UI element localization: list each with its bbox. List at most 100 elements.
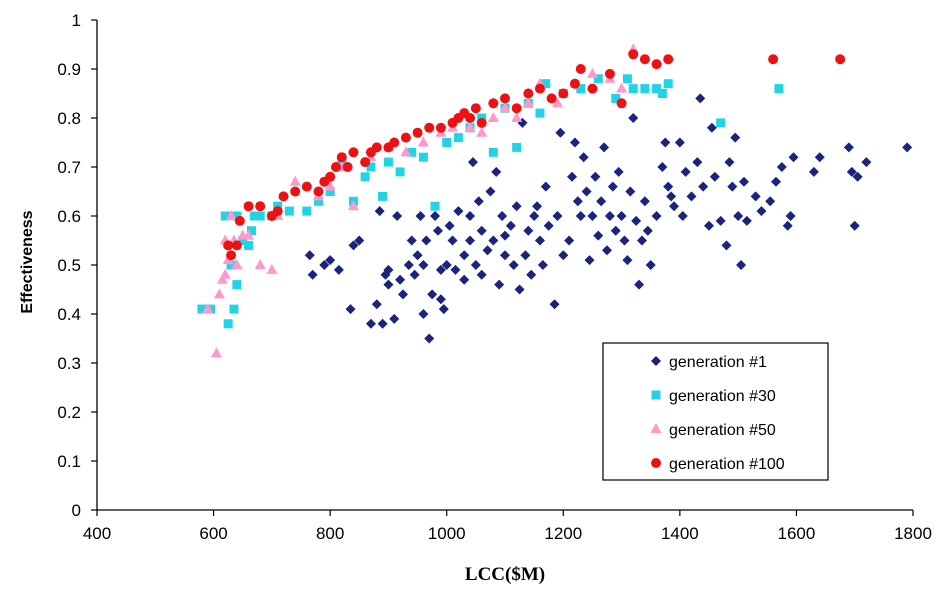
data-point [613, 166, 624, 177]
x-tick-label: 1600 [778, 524, 816, 543]
data-point [843, 142, 854, 153]
data-point [389, 313, 400, 324]
data-point [464, 121, 476, 132]
data-point [692, 157, 703, 168]
data-point [512, 142, 522, 152]
data-point [651, 211, 662, 221]
data-point [660, 137, 671, 148]
data-point [476, 126, 488, 137]
data-point [611, 93, 621, 103]
data-point [313, 186, 324, 197]
legend-label: generation #50 [669, 422, 776, 439]
data-point [567, 171, 578, 182]
data-point [756, 206, 767, 217]
legend-marker [651, 390, 661, 400]
data-point [497, 211, 508, 221]
data-point [576, 84, 586, 94]
data-point [442, 138, 452, 147]
data-point [476, 269, 487, 280]
data-point [657, 89, 667, 98]
data-point [378, 191, 388, 201]
data-point [476, 225, 487, 236]
data-point [336, 152, 347, 163]
data-point [715, 215, 726, 226]
data-point [587, 211, 598, 221]
data-point [738, 176, 749, 187]
data-point [625, 186, 636, 197]
legend-marker [650, 423, 662, 433]
data-point [604, 68, 615, 79]
data-point [488, 235, 499, 246]
data-point [610, 225, 621, 236]
y-tick-label: 0.3 [57, 354, 81, 373]
data-point [514, 284, 525, 295]
data-point [470, 103, 481, 114]
data-point [223, 319, 233, 329]
series-0 [304, 93, 913, 344]
data-point [750, 191, 761, 202]
data-point [473, 196, 484, 207]
data-point [727, 181, 738, 192]
legend-label: generation #30 [669, 388, 776, 405]
data-point [593, 230, 604, 241]
data-point [424, 122, 435, 133]
data-point [278, 191, 289, 202]
data-point [371, 299, 382, 310]
data-point [619, 235, 630, 246]
data-point [808, 166, 819, 177]
data-point [450, 264, 461, 275]
data-point [558, 88, 569, 99]
data-point [765, 196, 776, 207]
data-point [555, 127, 566, 138]
data-point [541, 79, 551, 89]
data-point [407, 147, 417, 157]
data-point [698, 181, 709, 192]
data-point [523, 88, 534, 99]
data-point [724, 157, 735, 168]
data-point [290, 186, 301, 197]
data-point [532, 201, 543, 212]
legend-box [602, 342, 829, 481]
data-point [415, 211, 426, 221]
data-point [254, 259, 266, 269]
data-point [467, 157, 478, 168]
data-point [383, 264, 394, 275]
data-point [529, 211, 540, 221]
data-point [244, 240, 254, 250]
y-tick-label: 0.5 [57, 256, 81, 275]
data-point [435, 122, 446, 133]
data-point [383, 157, 393, 167]
data-point [330, 162, 341, 172]
data-point [438, 304, 449, 315]
data-point [418, 309, 429, 319]
data-point [243, 229, 255, 240]
x-tick-label: 1800 [894, 524, 932, 543]
data-point [412, 127, 423, 138]
data-point [593, 74, 603, 84]
x-tick-label: 1400 [661, 524, 699, 543]
data-point [304, 250, 315, 261]
data-point [631, 215, 642, 226]
data-point [639, 196, 650, 207]
data-point [736, 260, 747, 270]
data-point [354, 235, 365, 246]
data-point [586, 67, 598, 78]
data-point [835, 54, 846, 65]
data-point [535, 108, 545, 118]
data-point [430, 211, 441, 221]
data-point [421, 235, 432, 246]
data-point [427, 289, 438, 300]
data-point [551, 97, 563, 108]
data-point [453, 206, 464, 217]
data-point [716, 118, 726, 128]
data-point [482, 245, 493, 256]
data-point [465, 211, 476, 221]
data-point [522, 97, 534, 108]
data-point [249, 211, 259, 221]
series-1 [197, 74, 784, 329]
data-point [219, 268, 231, 279]
y-tick-label: 0.6 [57, 207, 81, 226]
data-point [243, 201, 254, 212]
data-point [622, 255, 633, 266]
data-point [229, 304, 239, 314]
